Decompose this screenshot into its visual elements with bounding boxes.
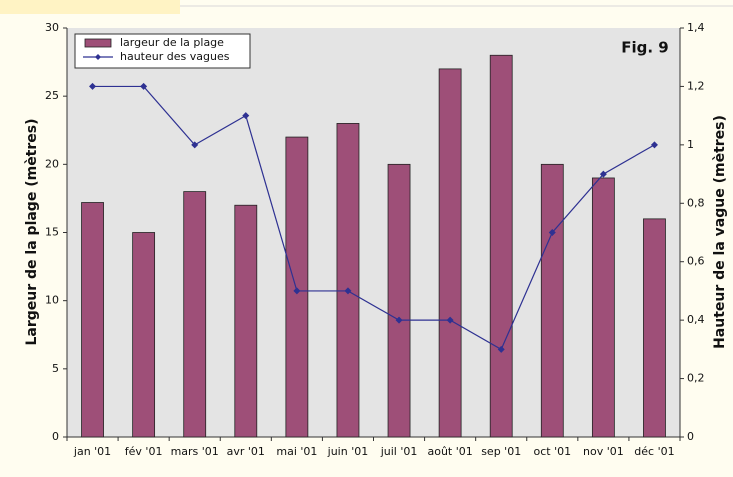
- bar: [387, 163, 411, 438]
- line-marker: [140, 82, 148, 90]
- bar: [438, 68, 462, 438]
- legend: [74, 33, 251, 69]
- legend-label: largeur de la plage: [120, 36, 224, 49]
- line-marker: [497, 345, 505, 353]
- x-tick-label: avr '01: [227, 445, 265, 458]
- y2-tick-label: 0,6: [687, 255, 705, 268]
- corner-decoration: [0, 0, 180, 14]
- line-marker: [395, 316, 403, 324]
- x-tick-label: oct '01: [533, 445, 571, 458]
- bar: [489, 54, 513, 438]
- x-tick-label: nov '01: [583, 445, 624, 458]
- bar: [234, 204, 258, 438]
- x-tick-label: juin '01: [327, 445, 369, 458]
- x-tick-label: fév '01: [125, 445, 163, 458]
- y-tick-label: 10: [45, 294, 59, 307]
- x-tick-label: déc '01: [634, 445, 674, 458]
- bar: [285, 136, 309, 438]
- line-marker: [446, 316, 454, 324]
- y2-tick-label: 0,8: [687, 196, 705, 209]
- y-tick-label: 5: [52, 362, 59, 375]
- line-marker: [89, 82, 97, 90]
- y2-tick-label: 1,4: [687, 21, 705, 34]
- legend-label: hauteur des vagues: [120, 50, 230, 63]
- bar: [591, 177, 615, 438]
- annotation: Fig. 9: [621, 39, 668, 57]
- x-tick-label: mai '01: [276, 445, 317, 458]
- y2-tick-label: 0: [687, 430, 694, 443]
- line-marker: [344, 287, 352, 295]
- line-marker: [293, 287, 301, 295]
- y-tick-label: 30: [45, 21, 59, 34]
- bar: [183, 191, 207, 438]
- x-tick-label: jan '01: [73, 445, 111, 458]
- y-tick-label: 20: [45, 157, 59, 170]
- y-tick-label: 0: [52, 430, 59, 443]
- y-tick-label: 15: [45, 226, 59, 239]
- bar: [540, 163, 564, 438]
- y2-axis-label: Hauteur de la vague (mètres): [712, 115, 728, 349]
- y-tick-label: 25: [45, 89, 59, 102]
- bar: [81, 202, 104, 438]
- x-tick-label: août '01: [427, 445, 472, 458]
- line: [92, 85, 655, 351]
- x-tick-label: mars '01: [171, 445, 219, 458]
- x-tick-label: juil '01: [380, 445, 418, 458]
- bar: [336, 123, 360, 438]
- x-tick-label: sep '01: [481, 445, 521, 458]
- y2-tick-label: 0,4: [687, 313, 705, 326]
- line-marker: [650, 141, 658, 149]
- y2-tick-label: 0,2: [687, 372, 705, 385]
- bar: [643, 218, 666, 438]
- y-axis-label: Largeur de la plage (mètres): [24, 118, 40, 345]
- y2-tick-label: 1: [687, 138, 694, 151]
- plot-area: [67, 28, 680, 437]
- y2-tick-label: 1,2: [687, 79, 705, 92]
- line-marker: [548, 229, 556, 236]
- line-marker: [242, 112, 250, 120]
- legend-marker: [95, 54, 101, 60]
- bar: [132, 232, 156, 438]
- line-marker: [191, 141, 199, 149]
- legend-swatch: [84, 38, 112, 48]
- line-marker: [599, 170, 607, 178]
